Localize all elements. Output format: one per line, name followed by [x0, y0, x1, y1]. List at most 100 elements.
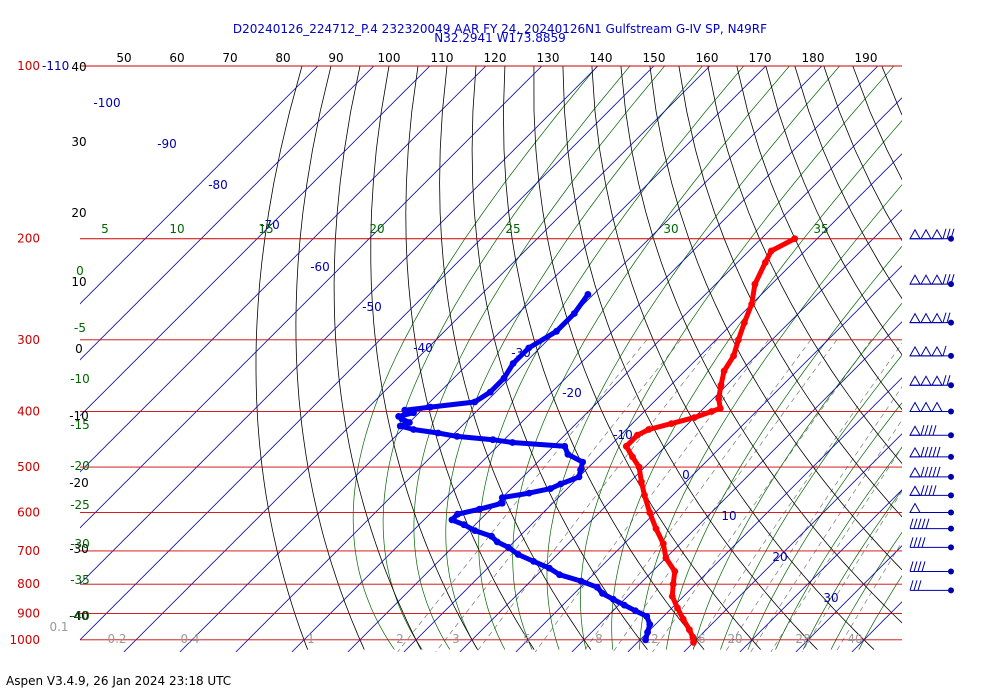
wind-barb [909, 561, 954, 575]
temperature-point [689, 633, 697, 641]
mixing-ratio-line [435, 339, 681, 652]
dry-adiabat-line [562, 66, 818, 650]
dewpoint-point [593, 583, 601, 591]
mixing-ratio-label: 1 [307, 632, 315, 646]
theta-e-label: -90 [157, 137, 177, 151]
theta-w-label: 20 [369, 222, 384, 236]
wind-barb [909, 228, 955, 242]
mixing-ratio-line [690, 342, 902, 652]
wind-barb-station [948, 587, 954, 594]
isotherm-line [347, 97, 902, 652]
dewpoint-point [471, 398, 479, 406]
dry-adiabat-line [823, 66, 902, 242]
top-tick-label: 160 [696, 51, 719, 65]
temperature-point [645, 426, 653, 433]
dewpoint-point [500, 374, 508, 382]
dewpoint-point [525, 489, 533, 497]
wind-barb-line [921, 518, 926, 529]
dry-adiabat-label: -40 [69, 609, 89, 623]
wind-barb-line [917, 537, 922, 548]
mixing-ratio-label: 28 [795, 632, 810, 646]
dewpoint-point [498, 494, 506, 501]
temperature-point [659, 540, 667, 548]
wind-barb-line [932, 425, 937, 436]
wind-barb-line [932, 446, 937, 458]
wind-barb-line [928, 485, 933, 496]
wind-barb-line [913, 580, 918, 591]
dewpoint-point [498, 499, 506, 507]
wind-barb-line [913, 561, 918, 572]
temperature-point [708, 408, 715, 415]
moist-adiabat-label: -35 [70, 573, 90, 587]
moist-adiabat-line [413, 66, 665, 650]
temperature-point [716, 405, 724, 412]
temperature-point [652, 525, 660, 532]
temperature-point [668, 593, 676, 600]
wind-barb-station [948, 509, 954, 516]
temperature-point [641, 491, 648, 499]
wind-barb-flag [909, 312, 921, 324]
dry-adiabat-line [405, 66, 535, 650]
wind-barb [909, 580, 954, 594]
mixing-ratio-line [612, 339, 838, 652]
wind-barb [909, 446, 954, 460]
wind-barb-line [909, 537, 914, 548]
isotherm-line [235, 66, 823, 652]
wind-barb [909, 425, 954, 439]
wind-barb-line [942, 228, 947, 239]
dewpoint-point [599, 590, 606, 597]
top-tick-label: 70 [222, 51, 237, 65]
dry-adiabat-line [502, 66, 705, 650]
wind-barb [909, 502, 954, 516]
dewpoint-point [493, 538, 501, 546]
dewpoint-point [577, 466, 585, 473]
dewpoint-point [644, 628, 651, 636]
isotherm-line [179, 66, 767, 652]
wind-barb-flag [931, 312, 943, 324]
theta-e-label: -70 [260, 218, 280, 232]
dewpoint-point [505, 544, 512, 551]
mixing-ratio-line [750, 419, 902, 652]
dry-adiabat-label: 40 [71, 60, 86, 74]
theta-e-label: -40 [413, 341, 433, 355]
wind-barb-line [917, 580, 922, 591]
pressure-label: 200 [17, 232, 40, 246]
dewpoint-trace [396, 291, 653, 643]
dewpoint-point [460, 521, 468, 529]
wind-barb-flag [909, 401, 921, 412]
dewpoint-point [609, 595, 617, 603]
wind-barb-line [924, 425, 929, 436]
moist-adiabat-label: -20 [70, 459, 90, 473]
dry-adiabat-line [649, 66, 902, 571]
temperature-point [629, 453, 636, 461]
wind-barb [909, 345, 954, 359]
moist-adiabat-line [639, 184, 902, 650]
temperature-point [674, 604, 681, 612]
theta-w-label: 35 [813, 222, 828, 236]
mixing-ratio-label: 2 [396, 632, 404, 646]
wind-barb [909, 518, 954, 532]
moist-adiabat-line [802, 489, 902, 650]
wind-barb-line [924, 485, 929, 496]
top-tick-label: 90 [328, 51, 343, 65]
wind-barb-line [917, 518, 922, 529]
wind-barb-line [946, 228, 951, 239]
theta-w-label: 15 [258, 222, 273, 236]
dewpoint-point [427, 403, 434, 411]
dry-adiabat-line [370, 66, 478, 650]
wind-barb-line [932, 485, 937, 496]
dry-adiabat-label: 30 [71, 135, 86, 149]
top-tick-label: 60 [169, 51, 184, 65]
temperature-point [761, 259, 769, 266]
dewpoint-point [398, 415, 406, 423]
moist-adiabat-label: -25 [70, 498, 90, 512]
moist-adiabat-label: 0 [76, 264, 84, 278]
dewpoint-point [575, 473, 583, 481]
wind-barb [909, 537, 954, 551]
isotherm-line [80, 66, 375, 361]
top-tick-label: 80 [275, 51, 290, 65]
wind-barb-station [948, 492, 954, 499]
top-tick-label: 150 [643, 51, 666, 65]
dewpoint-point [530, 558, 537, 565]
